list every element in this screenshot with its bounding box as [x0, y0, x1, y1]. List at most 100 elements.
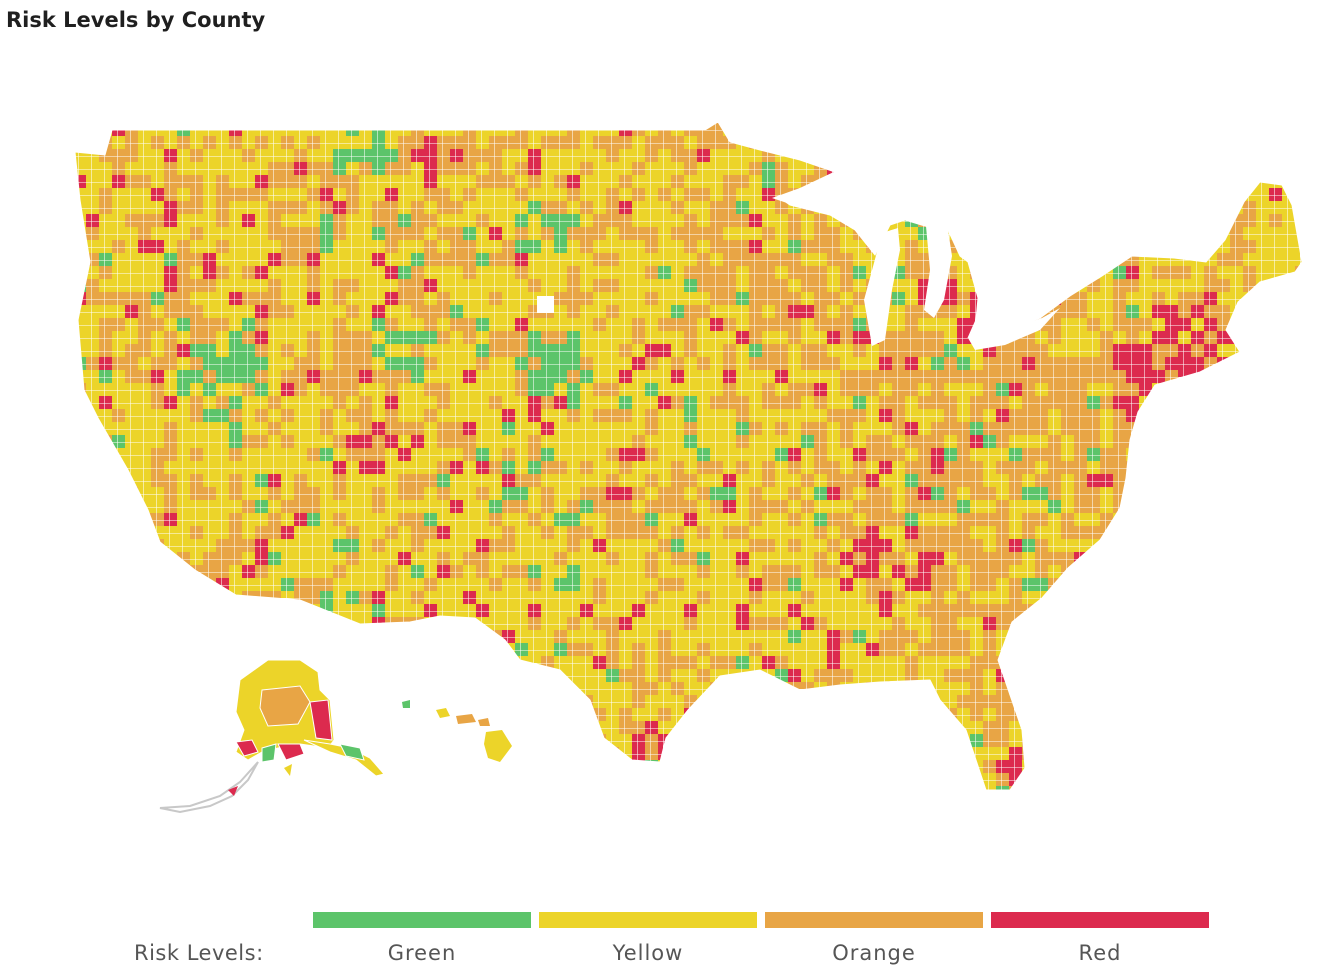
county-cell	[1191, 734, 1204, 747]
county-cell	[515, 734, 528, 747]
county-cell	[1191, 201, 1204, 214]
county-cell	[1048, 656, 1061, 669]
county-cell	[632, 122, 645, 123]
county-cell	[1009, 253, 1022, 266]
county-cell	[970, 227, 983, 240]
county-cell	[489, 656, 502, 669]
county-cell	[203, 669, 216, 682]
county-cell	[1230, 708, 1243, 721]
county-cell	[125, 773, 138, 786]
county-cell	[866, 175, 879, 188]
county-cell	[1191, 123, 1204, 136]
county-cell	[1295, 695, 1302, 708]
county-cell	[1217, 149, 1230, 162]
county-cell	[268, 799, 281, 812]
county-cell	[827, 201, 840, 214]
county-cell	[632, 799, 645, 812]
county-cell	[1243, 383, 1256, 396]
county-cell	[970, 122, 983, 123]
county-cell	[138, 760, 151, 773]
county-cell	[1152, 526, 1165, 539]
county-cell	[1178, 656, 1191, 669]
county-cell	[1074, 122, 1087, 123]
county-cell	[1308, 409, 1321, 422]
county-cell	[840, 773, 853, 786]
county-cell	[99, 760, 112, 773]
county-cell	[1256, 799, 1269, 812]
county-cell	[801, 786, 814, 790]
county-cell	[1152, 214, 1165, 227]
legend-swatch-yellow	[539, 912, 757, 928]
county-cell	[840, 695, 853, 708]
county-cell	[1126, 617, 1139, 630]
county-cell	[1178, 617, 1191, 630]
county-cell	[931, 214, 944, 227]
county-cell	[541, 773, 554, 786]
county-cell	[1230, 487, 1243, 500]
county-cell	[437, 630, 450, 643]
county-cell	[580, 760, 593, 773]
county-cell	[1243, 357, 1256, 370]
county-cell	[476, 786, 489, 790]
county-cell	[333, 799, 346, 812]
county-cell	[983, 292, 996, 305]
county-cell	[320, 617, 333, 630]
county-cell	[801, 747, 814, 760]
county-cell	[788, 760, 801, 773]
county-cell	[1230, 578, 1243, 591]
county-cell	[1230, 643, 1243, 656]
county-cell	[1308, 487, 1321, 500]
county-cell	[580, 708, 593, 721]
county-cell	[411, 773, 424, 786]
county-cell	[242, 786, 255, 790]
county-cell	[294, 643, 307, 656]
county-cell	[1074, 656, 1087, 669]
county-cell	[476, 669, 489, 682]
county-cell	[528, 734, 541, 747]
county-cell	[762, 786, 775, 790]
county-cell	[125, 747, 138, 760]
legend-swatch-red	[991, 912, 1209, 928]
county-cell	[60, 786, 73, 799]
county-cell	[853, 122, 866, 123]
county-cell	[1282, 279, 1295, 292]
county-cell	[320, 643, 333, 656]
county-cell	[1295, 760, 1302, 773]
county-cell	[1152, 513, 1165, 526]
county-cell	[1217, 396, 1230, 409]
county-cell	[840, 149, 853, 162]
county-cell	[1048, 669, 1061, 682]
county-cell	[775, 734, 788, 747]
county-cell	[1074, 136, 1087, 149]
county-cell	[1139, 617, 1152, 630]
county-cell	[853, 708, 866, 721]
county-cell	[1217, 435, 1230, 448]
county-cell	[86, 539, 99, 552]
county-cell	[359, 682, 372, 695]
county-cell	[60, 487, 73, 500]
county-cell	[333, 721, 346, 734]
county-cell	[1178, 500, 1191, 513]
county-cell	[840, 721, 853, 734]
county-cell	[164, 565, 177, 578]
county-cell	[125, 656, 138, 669]
county-cell	[1295, 448, 1302, 461]
county-cell	[1139, 786, 1152, 790]
county-cell	[138, 591, 151, 604]
county-cell	[736, 123, 749, 136]
county-cell	[1009, 122, 1022, 123]
county-cell	[736, 760, 749, 773]
county-cell	[502, 721, 515, 734]
county-cell	[528, 747, 541, 760]
county-cell	[1256, 357, 1269, 370]
county-cell	[1100, 122, 1113, 123]
county-cell	[99, 695, 112, 708]
county-cell	[619, 786, 632, 790]
alaska-counties	[159, 659, 385, 814]
county-cell	[801, 760, 814, 773]
county-cell	[138, 513, 151, 526]
county-cell	[970, 201, 983, 214]
county-cell	[1009, 305, 1022, 318]
county-cell	[1152, 591, 1165, 604]
